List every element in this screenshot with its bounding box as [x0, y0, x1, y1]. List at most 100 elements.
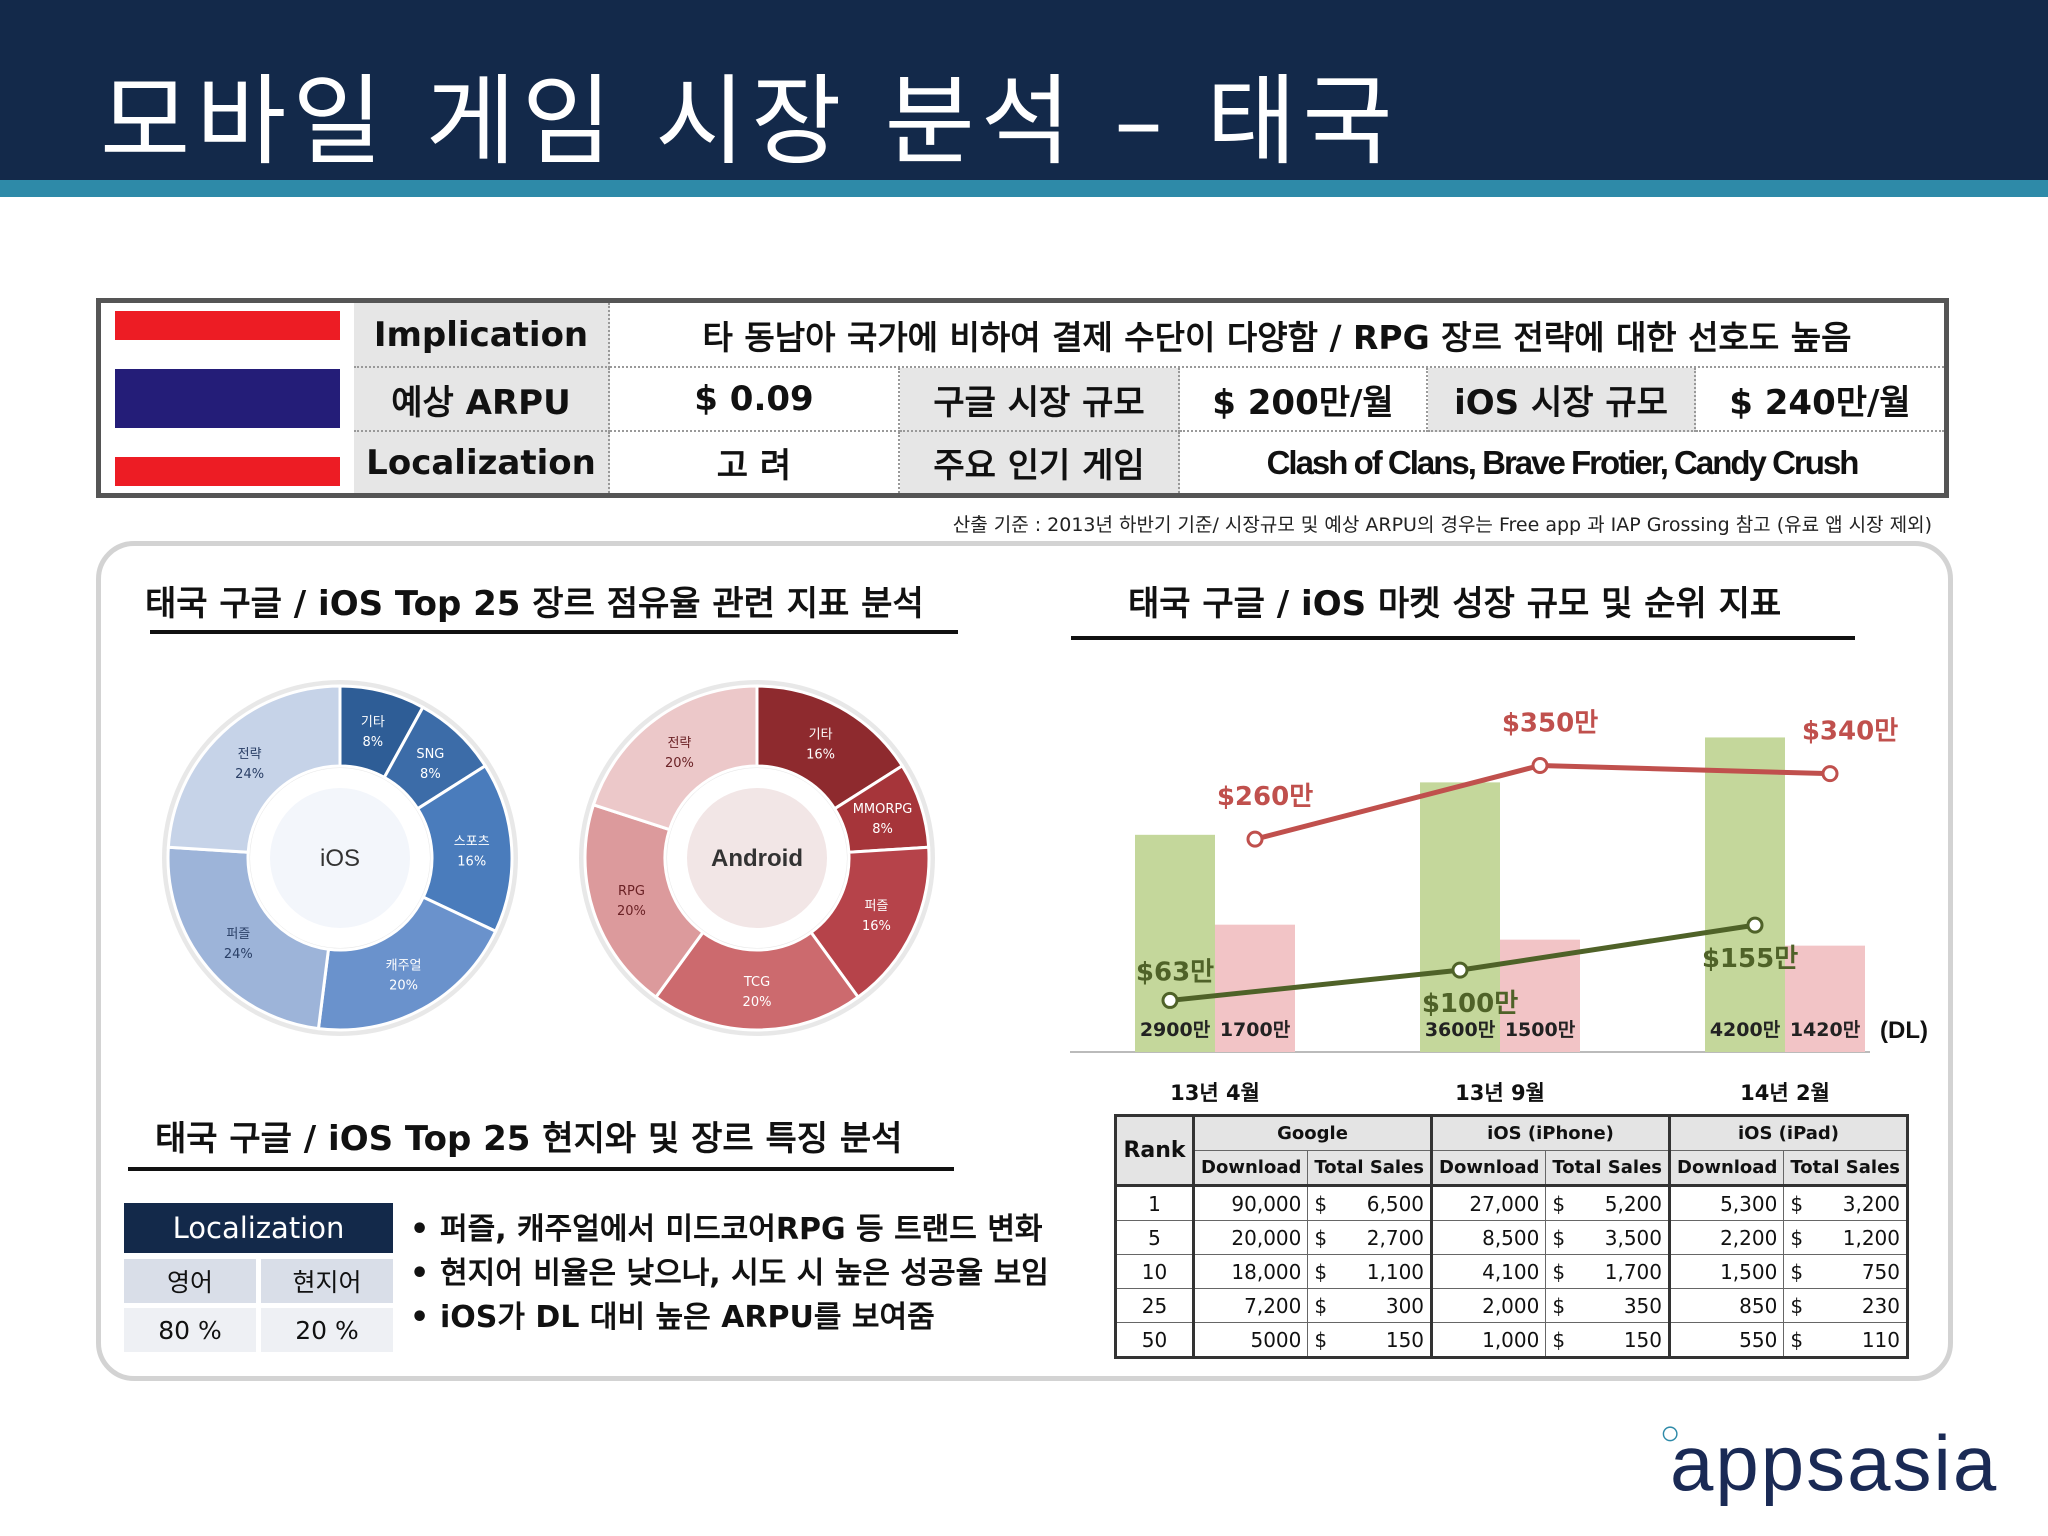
localization-table-header: Localization: [124, 1203, 393, 1253]
growth-combo-chart: 2900만 3600만 4200만 1700만 1500만 1420만 $260만 $350만…: [1070, 708, 1928, 1105]
bullet-text: 현지어 비율은 낮으나, 시도 시 높은 성공율 보임: [440, 1256, 1049, 1291]
currency-cell: $: [1783, 1322, 1810, 1358]
google-download-cell: 90,000: [1192, 1184, 1309, 1221]
currency-cell: $: [1307, 1184, 1334, 1221]
slice-pct-label: 20%: [389, 979, 418, 994]
iphone-sales-cell: 1,700: [1571, 1254, 1671, 1289]
table-row: 50 5000 $ 150 1,000 $ 150 550 $ 110: [1114, 1322, 1909, 1358]
page-title: 모바일 게임 시장 분석 – 태국: [100, 65, 1399, 179]
iphone-sales-cell: 3,500: [1571, 1220, 1671, 1255]
bullet-text: iOS가 DL 대비 높은 ARPU를 보여줌: [440, 1300, 935, 1335]
google-market-label: 구글 시장 규모: [900, 368, 1180, 432]
slice-label: 전략: [238, 747, 262, 762]
currency-cell: $: [1307, 1288, 1334, 1323]
slice-label: MMORPG: [853, 802, 913, 817]
slice-label: 전략: [667, 736, 691, 751]
local-lang-col-label: 현지어: [261, 1259, 393, 1303]
sales-value-label: $340만: [1802, 717, 1898, 747]
currency-cell: $: [1545, 1184, 1572, 1221]
slice-pct-label: 16%: [862, 919, 891, 934]
sales-value-label: $100만: [1422, 989, 1518, 1019]
sales-point: [1246, 830, 1264, 848]
dl-unit-label: (DL): [1880, 1017, 1928, 1044]
sales-value-label: $260만: [1217, 782, 1313, 812]
header-bar: [0, 0, 2048, 180]
slice-label: 기타: [361, 715, 385, 730]
appsasia-logo: ○ appsasia: [1660, 1414, 1999, 1509]
logo-text: appsasia: [1670, 1419, 1999, 1507]
ipad-sales-cell: 230: [1809, 1288, 1909, 1323]
ipad-group-header: iOS (iPad): [1668, 1115, 1908, 1151]
rank-cell: 5: [1114, 1220, 1195, 1255]
ipad-sales-cell: 110: [1809, 1322, 1909, 1358]
table-row: 25 7,200 $ 300 2,000 $ 350 850 $ 230: [1114, 1288, 1909, 1323]
download-bar: [1785, 945, 1865, 1052]
bar-value-label: 4200만: [1710, 1019, 1781, 1041]
sales-point: [1821, 765, 1839, 783]
rank-cell: 50: [1114, 1322, 1195, 1358]
ipad-sales-cell: 3,200: [1809, 1184, 1909, 1221]
iphone-sales-cell: 350: [1571, 1288, 1671, 1323]
bar-value-label: 1500만: [1505, 1019, 1576, 1041]
download-subheader: Download: [1668, 1150, 1785, 1186]
arpu-value: $ 0.09: [610, 368, 900, 432]
ios-market-value: $ 240만/월: [1696, 368, 1944, 432]
slice-pct-label: 20%: [617, 904, 646, 919]
table-row: 5 20,000 $ 2,700 8,500 $ 3,500 2,200 $ 1…: [1114, 1220, 1909, 1255]
ipad-download-cell: 5,300: [1668, 1184, 1785, 1221]
slice-pct-label: 24%: [224, 947, 253, 962]
currency-cell: $: [1307, 1322, 1334, 1358]
insight-bullet: • 현지어 비율은 낮으나, 시도 시 높은 성공율 보임: [410, 1256, 1049, 1291]
iphone-sales-cell: 150: [1571, 1322, 1671, 1358]
android-genre-donut: 기타 16% MMORPG 8% 퍼즐 16% TCG 20% RPG 20% 전략 20%: [579, 680, 935, 1036]
sales-point: [1746, 916, 1764, 934]
download-bar: [1420, 782, 1500, 1052]
bar-value-label: 1420만: [1790, 1019, 1861, 1041]
bullet-text: 퍼즐, 캐주얼에서 미드코어RPG 등 트랜드 변화: [440, 1212, 1043, 1247]
donut-center: [687, 788, 827, 928]
iphone-download-cell: 1,000: [1430, 1322, 1547, 1358]
genre-donut-charts: 기타 8% SNG 8% 스포츠 16% 캐주얼 20% 퍼즐 24% 전략 24% 기타 16% MMO…: [162, 680, 935, 1036]
currency-cell: $: [1545, 1220, 1572, 1255]
local-section-underline: [128, 1167, 954, 1171]
footnote: 산출 기준 : 2013년 하반기 기준/ 시장규모 및 예상 ARPU의 경우…: [952, 514, 1932, 536]
localization-value: 고 려: [610, 432, 900, 493]
sales-value-label: $350만: [1502, 708, 1598, 738]
google-download-cell: 7,200: [1192, 1288, 1309, 1323]
iphone-download-cell: 8,500: [1430, 1220, 1547, 1255]
bar-value-label: 2900만: [1140, 1019, 1211, 1041]
currency-cell: $: [1783, 1184, 1810, 1221]
currency-cell: $: [1307, 1220, 1334, 1255]
google-sales-cell: 300: [1333, 1288, 1433, 1323]
summary-table: Implication 타 동남아 국가에 비하여 결제 수단이 다양함 / R…: [96, 298, 1949, 498]
iphone-download-cell: 27,000: [1430, 1184, 1547, 1221]
insight-bullet: • 퍼즐, 캐주얼에서 미드코어RPG 등 트랜드 변화: [410, 1212, 1043, 1247]
sales-point: [1161, 991, 1179, 1009]
ipad-download-cell: 850: [1668, 1288, 1785, 1323]
google-group-header: Google: [1192, 1115, 1433, 1151]
period-label: 13년 4월: [1170, 1081, 1260, 1105]
slice-pct-label: 20%: [743, 995, 772, 1010]
slice-pct-label: 24%: [235, 767, 264, 782]
flag-cell: [101, 303, 354, 493]
sales-point: [1451, 961, 1469, 979]
sales-point: [1531, 756, 1549, 774]
iphone-sales-cell: 5,200: [1571, 1184, 1671, 1221]
slice-label: 퍼즐: [864, 899, 888, 914]
donut-slice: [583, 802, 706, 1000]
slice-label: 퍼즐: [226, 927, 250, 942]
ipad-download-cell: 1,500: [1668, 1254, 1785, 1289]
rank-sales-table: Rank Google iOS (iPhone) iOS (iPad) Down…: [1114, 1114, 1909, 1359]
android-center-label: Android: [711, 845, 803, 872]
slice-label: RPG: [618, 884, 645, 899]
arpu-label: 예상 ARPU: [354, 368, 610, 432]
rank-header: Rank: [1114, 1115, 1195, 1186]
table-row: 10 18,000 $ 1,100 4,100 $ 1,700 1,500 $ …: [1114, 1254, 1909, 1289]
slice-label: SNG: [416, 747, 444, 762]
slice-label: 스포츠: [454, 835, 490, 850]
sales-subheader: Total Sales: [1545, 1150, 1671, 1186]
period-label: 14년 2월: [1740, 1081, 1830, 1105]
currency-cell: $: [1545, 1288, 1572, 1323]
ios-center-label: iOS: [320, 845, 360, 872]
slice-pct-label: 20%: [665, 756, 694, 771]
